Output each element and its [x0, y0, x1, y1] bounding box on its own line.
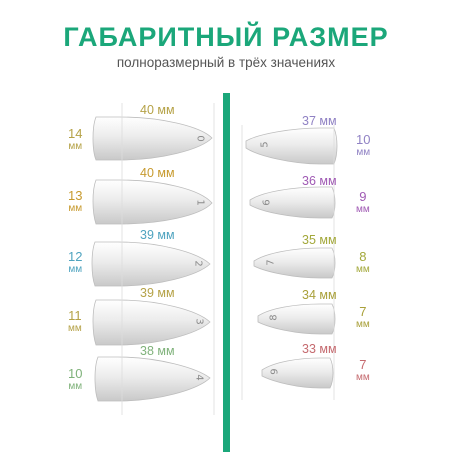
size-value-3: 11 — [68, 308, 82, 323]
nail-number-7: 7 — [265, 259, 277, 266]
width-label-9: 33 мм — [302, 342, 337, 356]
nail-number-6: 6 — [261, 199, 273, 206]
nail-number-3: 3 — [193, 318, 205, 325]
size-unit-4: мм — [68, 381, 83, 392]
size-unit-5: мм — [356, 147, 371, 158]
nail-3 — [92, 299, 211, 346]
size-label-8: 7 мм — [356, 305, 370, 331]
center-divider — [223, 93, 230, 452]
size-unit-9: мм — [356, 372, 370, 383]
width-label-1: 40 мм — [140, 166, 175, 180]
nail-number-5: 5 — [259, 141, 271, 148]
size-label-0: 14 мм — [68, 127, 82, 153]
size-value-2: 12 — [68, 249, 83, 264]
size-label-4: 10 мм — [68, 367, 82, 393]
size-unit-1: мм — [68, 203, 83, 214]
size-label-7: 8 мм — [356, 250, 370, 276]
width-label-2: 39 мм — [140, 228, 175, 242]
size-label-3: 11 мм — [68, 309, 82, 335]
size-value-1: 13 — [68, 188, 83, 203]
size-value-9: 7 — [359, 357, 367, 372]
size-unit-3: мм — [68, 323, 82, 334]
width-label-3: 39 мм — [140, 286, 175, 300]
page-subtitle: полноразмерный в трёх значениях — [116, 55, 336, 70]
size-value-5: 10 — [356, 132, 371, 147]
size-value-7: 8 — [359, 249, 367, 264]
nail-number-8: 8 — [268, 314, 280, 321]
size-value-8: 7 — [359, 304, 367, 319]
width-label-0: 40 мм — [140, 103, 175, 117]
nail-number-2: 2 — [192, 260, 204, 267]
size-label-6: 9 мм — [356, 190, 370, 216]
nail-number-9: 9 — [269, 368, 281, 375]
size-value-4: 10 — [68, 366, 83, 381]
size-value-0: 14 — [68, 126, 83, 141]
size-label-2: 12 мм — [68, 250, 82, 276]
width-label-8: 34 мм — [302, 288, 337, 302]
size-label-9: 7 мм — [356, 358, 370, 384]
size-value-6: 9 — [359, 189, 367, 204]
width-label-6: 36 мм — [302, 174, 337, 188]
size-unit-6: мм — [356, 204, 370, 215]
width-label-4: 38 мм — [140, 344, 175, 358]
nail-number-1: 1 — [194, 199, 206, 206]
size-unit-7: мм — [356, 264, 370, 275]
nail-number-0: 0 — [194, 135, 206, 142]
size-label-5: 10 мм — [356, 133, 370, 159]
size-unit-2: мм — [68, 264, 83, 275]
size-label-1: 13 мм — [68, 189, 82, 215]
size-unit-0: мм — [68, 141, 83, 152]
width-label-7: 35 мм — [302, 233, 337, 247]
size-unit-8: мм — [356, 319, 370, 330]
nail-number-4: 4 — [193, 374, 205, 381]
page-title: ГАБАРИТНЫЙ РАЗМЕР — [63, 22, 389, 52]
width-label-5: 37 мм — [302, 114, 337, 128]
